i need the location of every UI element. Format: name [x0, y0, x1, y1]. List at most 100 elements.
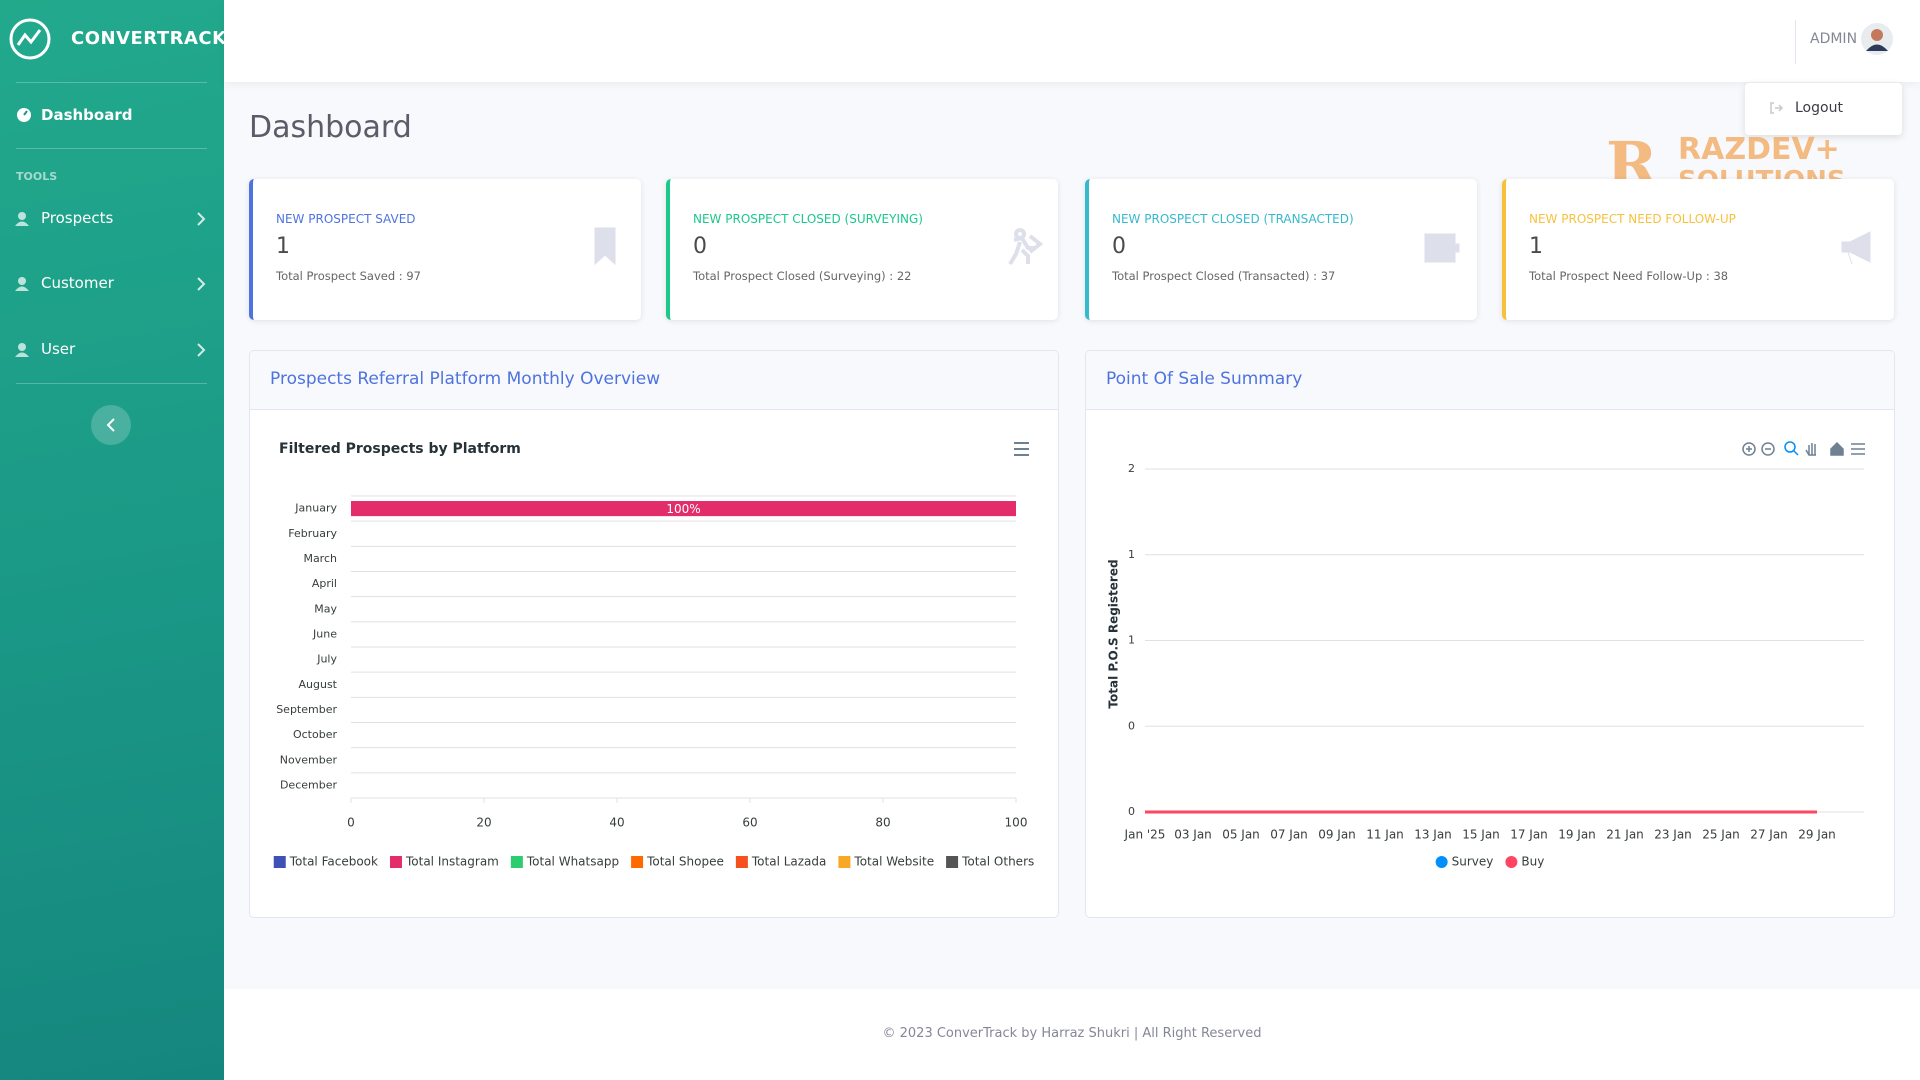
divider [16, 148, 207, 149]
legend-marker [273, 856, 286, 868]
legend-label: Survey [1452, 855, 1494, 869]
card-icon [594, 227, 616, 266]
footer: © 2023 ConverTrack by Harraz Shukri | Al… [224, 989, 1920, 1080]
y-tick-label: June [312, 627, 337, 640]
divider [16, 383, 207, 384]
icon-shape [1424, 233, 1460, 263]
nav-chevron [197, 212, 206, 226]
legend-label: Total Website [853, 855, 934, 869]
card-total: Total Prospect Saved : 97 [276, 269, 421, 283]
x-tick-label: 19 Jan [1558, 828, 1596, 842]
brand-name[interactable]: CONVERTRACK [71, 28, 227, 49]
x-tick-label: 80 [875, 816, 890, 830]
x-tick-label: 07 Jan [1270, 828, 1308, 842]
y-axis-title: Total P.O.S Registered [1107, 559, 1121, 708]
divider [16, 82, 207, 83]
page-title: Dashboard [249, 110, 412, 145]
y-tick-label: 0 [1128, 805, 1135, 818]
panel-title: Point Of Sale Summary [1106, 369, 1303, 389]
nav-icon [15, 343, 29, 357]
y-tick-label: July [316, 653, 337, 666]
icon-shape [18, 277, 26, 285]
dashboard-icon [17, 108, 31, 122]
nav-chevron [197, 277, 206, 291]
card-value: 1 [276, 234, 290, 259]
chart-title: Filtered Prospects by Platform [279, 441, 521, 457]
icon-shape [18, 343, 26, 351]
legend-marker [631, 856, 644, 868]
x-tick-label: 21 Jan [1606, 828, 1644, 842]
x-tick-label: 27 Jan [1750, 828, 1788, 842]
chart-menu-icon[interactable] [1014, 442, 1029, 456]
card-value: 0 [693, 234, 707, 259]
nav-item[interactable]: Prospects [41, 209, 114, 227]
card-total: Total Prospect Need Follow-Up : 38 [1529, 269, 1729, 283]
x-tick-label: 15 Jan [1462, 828, 1500, 842]
x-tick-label: 09 Jan [1318, 828, 1356, 842]
x-tick-label: Jan '25 [1124, 828, 1166, 842]
collapse-icon [106, 418, 115, 432]
card-total: Total Prospect Closed (Surveying) : 22 [693, 269, 912, 283]
panel: Point Of Sale Summary [1085, 350, 1895, 918]
card-title: NEW PROSPECT NEED FOLLOW-UP [1529, 212, 1736, 226]
y-tick-label: 0 [1128, 719, 1135, 732]
nav-icon [15, 212, 29, 226]
card-value: 0 [1112, 234, 1126, 259]
icon-shape [15, 352, 29, 357]
legend-label: Buy [1521, 855, 1544, 869]
stat-card: NEW PROSPECT CLOSED (TRANSACTED) 0 Total P… [1085, 179, 1477, 320]
x-tick-label: 40 [609, 816, 624, 830]
y-tick-label: December [280, 778, 338, 791]
chevron [197, 343, 206, 357]
x-tick-label: 05 Jan [1222, 828, 1260, 842]
legend-label: Total Instagram [405, 855, 499, 869]
nav-icon [15, 277, 29, 291]
nav-dashboard[interactable]: Dashboard [41, 106, 133, 124]
y-tick-label: February [288, 527, 337, 540]
collapse-button[interactable] [91, 405, 131, 445]
panel-title: Prospects Referral Platform Monthly Over… [270, 369, 661, 389]
panel: Prospects Referral Platform Monthly Over… [249, 350, 1059, 918]
stat-card: NEW PROSPECT CLOSED (SURVEYING) 0 Total Pr… [666, 179, 1058, 320]
value-label: 100% [666, 502, 700, 516]
user-dropdown: Logout [1745, 83, 1902, 135]
legend-marker [838, 856, 851, 868]
legend-label: Total Whatsapp [526, 855, 619, 869]
watermark-text: RAZDEV+ [1678, 132, 1840, 167]
x-tick-label: 03 Jan [1174, 828, 1212, 842]
nav-item[interactable]: User [41, 340, 76, 358]
x-tick-label: 11 Jan [1366, 828, 1404, 842]
icon-shape [15, 221, 29, 226]
legend-label: Total Lazada [751, 855, 827, 869]
legend: Survey Buy [1435, 855, 1544, 869]
user-avatar[interactable] [1860, 22, 1894, 56]
logout-item[interactable]: Logout [1795, 100, 1843, 116]
icon-shape [1841, 231, 1871, 265]
legend-marker [946, 856, 959, 868]
x-tick-label: 20 [476, 816, 491, 830]
legend-label: Total Shopee [646, 855, 724, 869]
user-name[interactable]: ADMIN [1810, 31, 1858, 47]
x-tick-label: 23 Jan [1654, 828, 1692, 842]
bar-segment [351, 501, 1016, 517]
x-tick-label: 60 [742, 816, 757, 830]
card-title: NEW PROSPECT CLOSED (TRANSACTED) [1112, 212, 1354, 226]
y-tick-label: January [294, 502, 337, 515]
nav-item[interactable]: Customer [41, 274, 114, 292]
logout-icon [1770, 102, 1783, 114]
icon-shape [15, 286, 29, 291]
y-tick-label: October [293, 728, 337, 741]
legend: Total Facebook Total Instagram Total Whats… [273, 855, 1034, 869]
card-icon [1008, 228, 1044, 266]
x-tick-label: 17 Jan [1510, 828, 1548, 842]
x-tick-label: 25 Jan [1702, 828, 1740, 842]
stat-card: NEW PROSPECT SAVED 1 Total Prospect Saved … [249, 179, 641, 320]
y-tick-label: August [299, 678, 338, 691]
legend-label: Total Facebook [289, 855, 378, 869]
footer-text: © 2023 ConverTrack by Harraz Shukri | Al… [882, 1026, 1262, 1041]
chart-toolbar[interactable] [1742, 441, 1865, 456]
y-tick-label: March [303, 552, 337, 565]
